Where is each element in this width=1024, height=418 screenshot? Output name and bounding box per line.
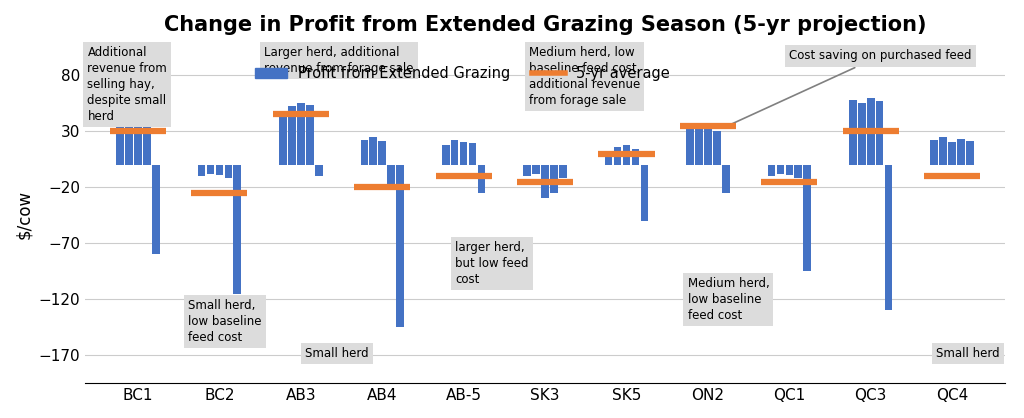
Bar [785, 165, 794, 175]
Bar [686, 129, 694, 165]
Bar [306, 105, 313, 165]
Text: Small herd,
low baseline
feed cost: Small herd, low baseline feed cost [188, 299, 262, 344]
Bar [224, 165, 232, 178]
Bar [451, 140, 459, 165]
Bar [288, 107, 296, 165]
Bar [297, 103, 304, 165]
Bar [198, 165, 205, 176]
Bar [370, 137, 377, 165]
Bar [315, 165, 323, 176]
Bar [885, 165, 893, 310]
Bar [387, 165, 395, 185]
Bar [849, 100, 857, 165]
Bar [967, 141, 974, 165]
Bar [134, 95, 141, 165]
Bar [931, 140, 938, 165]
Y-axis label: $/cow: $/cow [15, 189, 33, 239]
Title: Change in Profit from Extended Grazing Season (5-yr projection): Change in Profit from Extended Grazing S… [164, 15, 927, 35]
Bar [523, 165, 531, 176]
Bar [460, 143, 467, 165]
Text: Additional
revenue from
selling hay,
despite small
herd: Additional revenue from selling hay, des… [87, 46, 167, 123]
Bar [876, 101, 884, 165]
Bar [559, 165, 566, 178]
Legend: Profit from Extended Grazing, 5-yr average: Profit from Extended Grazing, 5-yr avera… [249, 61, 676, 87]
Text: Small herd: Small herd [936, 347, 999, 360]
Bar [442, 145, 450, 165]
Bar [117, 101, 124, 165]
Bar [768, 165, 775, 176]
Text: larger herd,
but low feed
cost: larger herd, but low feed cost [456, 241, 529, 286]
Bar [776, 165, 784, 174]
Bar [804, 165, 811, 271]
Bar [705, 128, 712, 165]
Bar [550, 165, 558, 193]
Bar [478, 165, 485, 193]
Bar [713, 131, 721, 165]
Bar [939, 137, 947, 165]
Bar [233, 165, 241, 293]
Text: Larger herd, additional
revenue from forage sale: Larger herd, additional revenue from for… [264, 46, 414, 75]
Bar [153, 165, 160, 254]
Bar [469, 143, 476, 165]
Bar [957, 139, 965, 165]
Bar [379, 141, 386, 165]
Bar [532, 165, 540, 174]
Bar [858, 103, 865, 165]
Bar [280, 111, 287, 165]
Bar [207, 165, 214, 174]
Bar [605, 151, 612, 165]
Bar [867, 97, 874, 165]
Text: Medium herd, low
baseline feed cost,
additional revenue
from forage sale: Medium herd, low baseline feed cost, add… [528, 46, 640, 107]
Bar [695, 125, 702, 165]
Text: Cost saving on purchased feed: Cost saving on purchased feed [731, 49, 972, 125]
Bar [143, 100, 151, 165]
Bar [795, 165, 802, 178]
Bar [641, 165, 648, 221]
Bar [623, 145, 631, 165]
Bar [632, 149, 639, 165]
Bar [216, 165, 223, 175]
Bar [613, 147, 622, 165]
Bar [542, 165, 549, 198]
Bar [948, 143, 956, 165]
Bar [125, 97, 133, 165]
Text: Small herd: Small herd [305, 347, 369, 360]
Bar [396, 165, 403, 327]
Bar [722, 165, 730, 193]
Text: Medium herd,
low baseline
feed cost: Medium herd, low baseline feed cost [687, 277, 769, 322]
Bar [360, 140, 368, 165]
